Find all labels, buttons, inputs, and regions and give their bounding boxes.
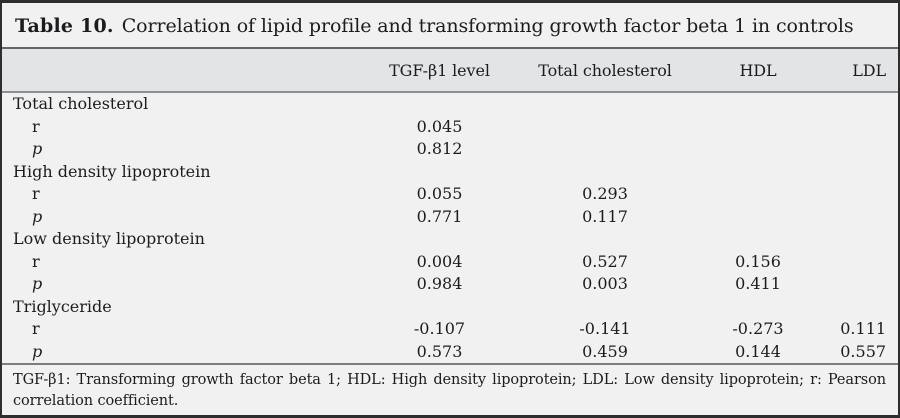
col-header-hdl: HDL xyxy=(739,60,777,80)
value-cell: 0.004 xyxy=(416,251,463,271)
value-cell xyxy=(813,116,898,139)
table-row: p 0.984 0.003 0.411 xyxy=(2,273,898,296)
group-row-low-density-lipoprotein: Low density lipoprotein xyxy=(2,228,898,251)
value-cell xyxy=(813,206,898,229)
table-number: Table 10. xyxy=(15,15,114,37)
header-row: TGF-β1 level Total cholesterol HDL LDL xyxy=(2,49,898,91)
value-cell: 0.156 xyxy=(735,251,781,271)
value-cell xyxy=(813,138,898,161)
value-cell xyxy=(703,116,813,139)
divider-title xyxy=(2,47,898,49)
value-cell: 0.003 xyxy=(582,274,628,293)
value-cell: -0.273 xyxy=(732,319,784,338)
col-header-total-cholesterol: Total cholesterol xyxy=(538,60,672,80)
stat-label-r: r xyxy=(32,184,40,203)
stat-label-p: p xyxy=(32,341,43,361)
value-cell: 0.527 xyxy=(582,251,628,271)
table-caption: Correlation of lipid profile and transfo… xyxy=(121,15,854,37)
group-label: Total cholesterol xyxy=(13,94,149,113)
table-row: p 0.573 0.459 0.144 0.557 xyxy=(2,341,898,364)
header-table: TGF-β1 level Total cholesterol HDL LDL xyxy=(2,49,898,91)
value-cell: 0.557 xyxy=(840,341,887,361)
group-label: Triglyceride xyxy=(13,296,112,316)
value-cell xyxy=(507,138,703,161)
stat-label-p: p xyxy=(32,206,43,226)
col-header-ldl: LDL xyxy=(852,60,886,80)
value-cell: 0.293 xyxy=(582,184,628,203)
value-cell: 0.144 xyxy=(735,341,781,361)
body-table: Total cholesterol r 0.045 p 0.812 High d… xyxy=(2,93,898,363)
col-header-empty xyxy=(2,49,372,91)
divider-header xyxy=(2,91,898,93)
value-cell: 0.459 xyxy=(582,341,628,361)
value-cell: 0.055 xyxy=(416,184,463,203)
value-cell: -0.141 xyxy=(579,319,631,338)
table-row: p 0.812 xyxy=(2,138,898,161)
value-cell xyxy=(507,116,703,139)
stat-label-r: r xyxy=(32,116,40,136)
stat-label-p: p xyxy=(32,274,43,293)
value-cell xyxy=(813,273,898,296)
table-row: r 0.045 xyxy=(2,116,898,139)
value-cell: 0.045 xyxy=(416,116,463,136)
value-cell: -0.107 xyxy=(413,319,466,338)
value-cell xyxy=(813,251,898,274)
group-row-high-density-lipoprotein: High density lipoprotein xyxy=(2,161,898,184)
value-cell xyxy=(813,183,898,206)
value-cell: 0.812 xyxy=(416,139,463,158)
table-title: Table 10. Correlation of lipid profile a… xyxy=(2,3,898,47)
table-footnote: TGF-β1: Transforming growth factor beta … xyxy=(13,372,886,409)
group-row-total-cholesterol: Total cholesterol xyxy=(2,93,898,116)
table-row: r -0.107 -0.141 -0.273 0.111 xyxy=(2,318,898,341)
value-cell: 0.111 xyxy=(840,319,887,338)
group-label: Low density lipoprotein xyxy=(13,229,205,248)
stat-label-p: p xyxy=(32,139,43,158)
table-row: p 0.771 0.117 xyxy=(2,206,898,229)
group-label: High density lipoprotein xyxy=(13,161,211,181)
value-cell: 0.117 xyxy=(582,206,628,226)
value-cell: 0.411 xyxy=(735,274,781,293)
table-row: r 0.004 0.527 0.156 xyxy=(2,251,898,274)
stat-label-r: r xyxy=(32,251,40,271)
value-cell: 0.771 xyxy=(416,206,463,226)
value-cell xyxy=(703,138,813,161)
value-cell: 0.573 xyxy=(416,341,463,361)
table-row: r 0.055 0.293 xyxy=(2,183,898,206)
group-row-triglyceride: Triglyceride xyxy=(2,296,898,319)
value-cell xyxy=(703,206,813,229)
stat-label-r: r xyxy=(32,319,40,338)
value-cell xyxy=(703,183,813,206)
col-header-tgfb1-level: TGF-β1 level xyxy=(389,60,490,80)
value-cell: 0.984 xyxy=(416,274,463,293)
divider-footnote xyxy=(2,363,898,365)
